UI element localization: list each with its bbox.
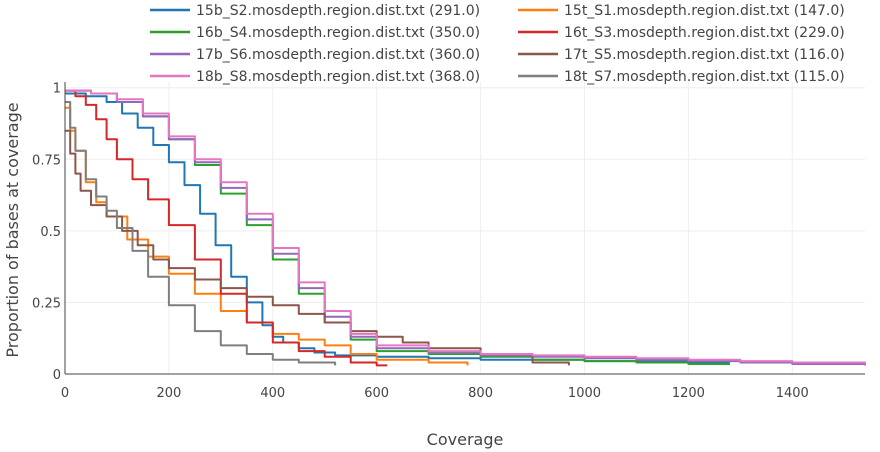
y-axis: 0 0.25 0.5 0.75 1	[32, 82, 66, 383]
legend-item-6[interactable]: 17t_S5.mosdepth.region.dist.txt (116.0)	[518, 47, 845, 63]
x-tick-label: 0	[61, 386, 69, 401]
x-tick-label: 200	[156, 386, 181, 401]
legend-label: 18t_S7.mosdepth.region.dist.txt (115.0)	[564, 69, 845, 85]
x-tick-label: 1200	[672, 386, 705, 401]
series-line-1	[65, 92, 730, 364]
series-line-6	[65, 129, 570, 366]
legend-item-4[interactable]: 16t_S3.mosdepth.region.dist.txt (229.0)	[518, 25, 845, 41]
legend-item-8[interactable]: 18t_S7.mosdepth.region.dist.txt (115.0)	[518, 69, 845, 85]
x-tick-label: 1400	[776, 386, 809, 401]
y-axis-title: Proportion of bases at coverage	[3, 102, 22, 357]
series-line-8	[65, 101, 337, 366]
legend-item-2[interactable]: 15t_S1.mosdepth.region.dist.txt (147.0)	[518, 3, 845, 19]
series-line-7	[65, 89, 866, 364]
legend-item-1[interactable]: 15b_S2.mosdepth.region.dist.txt (291.0)	[150, 3, 480, 19]
series-line-5	[65, 89, 866, 366]
legend-label: 17t_S5.mosdepth.region.dist.txt (116.0)	[564, 47, 845, 63]
plot-area	[65, 89, 866, 367]
y-tick-label: 0.75	[32, 153, 61, 168]
legend-item-7[interactable]: 18b_S8.mosdepth.region.dist.txt (368.0)	[150, 69, 480, 85]
series-line-3	[65, 89, 730, 365]
legend-label: 16t_S3.mosdepth.region.dist.txt (229.0)	[564, 25, 845, 41]
x-tick-label: 400	[260, 386, 285, 401]
gridlines	[64, 82, 865, 375]
x-tick-label: 600	[364, 386, 389, 401]
y-tick-label: 1	[53, 82, 61, 97]
legend-label: 17b_S6.mosdepth.region.dist.txt (360.0)	[196, 47, 480, 63]
legend-item-5[interactable]: 17b_S6.mosdepth.region.dist.txt (360.0)	[150, 47, 480, 63]
y-tick-label: 0	[53, 368, 61, 383]
legend-label: 18b_S8.mosdepth.region.dist.txt (368.0)	[196, 69, 480, 85]
x-axis-title: Coverage	[427, 430, 504, 449]
legend-label: 15t_S1.mosdepth.region.dist.txt (147.0)	[564, 3, 845, 19]
y-tick-label: 0.5	[40, 225, 61, 240]
x-tick-label: 800	[468, 386, 493, 401]
y-tick-label: 0.25	[32, 296, 61, 311]
x-tick-label: 1000	[568, 386, 601, 401]
legend[interactable]: 15b_S2.mosdepth.region.dist.txt (291.0) 1…	[150, 3, 845, 85]
series-line-4	[65, 89, 388, 367]
legend-item-3[interactable]: 16b_S4.mosdepth.region.dist.txt (350.0)	[150, 25, 480, 41]
legend-label: 16b_S4.mosdepth.region.dist.txt (350.0)	[196, 25, 480, 41]
series-line-2	[65, 106, 469, 366]
x-axis: 0 200 400 600 800 1000 1200 1400	[61, 373, 865, 401]
legend-label: 15b_S2.mosdepth.region.dist.txt (291.0)	[196, 3, 480, 19]
